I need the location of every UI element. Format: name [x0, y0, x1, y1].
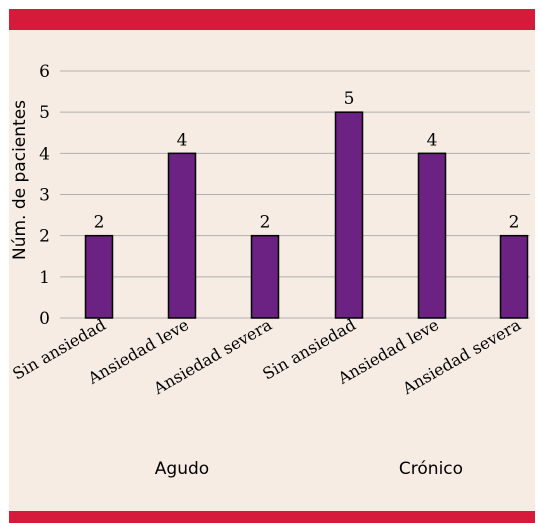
y-axis-label: Núm. de pacientes: [10, 100, 30, 260]
top-color-band: [9, 9, 535, 30]
gridlines: [60, 70, 530, 319]
bar: [167, 152, 197, 319]
y-tick-label: 1: [39, 268, 50, 288]
bar: [250, 234, 280, 319]
y-tick-label: 6: [39, 62, 50, 82]
data-label: 4: [427, 130, 438, 150]
bar: [499, 234, 529, 319]
y-tick-labels: 0 1 2 3 4 5 6: [39, 62, 50, 329]
bar: [334, 111, 364, 319]
data-label: 2: [94, 213, 105, 233]
y-tick-label: 4: [39, 144, 50, 164]
bar: [417, 152, 447, 319]
y-tick-label: 3: [39, 186, 50, 206]
group-label: Crónico: [399, 459, 463, 479]
bars: [84, 111, 529, 319]
data-labels: 2 4 2 5 4 2: [94, 89, 520, 233]
data-label: 5: [344, 89, 355, 109]
y-tick-label: 2: [39, 227, 50, 247]
group-labels: Agudo Crónico: [155, 459, 463, 479]
bottom-color-band: [9, 511, 535, 523]
y-tick-label: 5: [39, 103, 50, 123]
data-label: 2: [509, 213, 520, 233]
bar: [84, 234, 114, 319]
data-label: 4: [177, 130, 188, 150]
group-label: Agudo: [155, 459, 209, 479]
data-label: 2: [260, 213, 271, 233]
y-tick-label: 0: [39, 309, 50, 329]
